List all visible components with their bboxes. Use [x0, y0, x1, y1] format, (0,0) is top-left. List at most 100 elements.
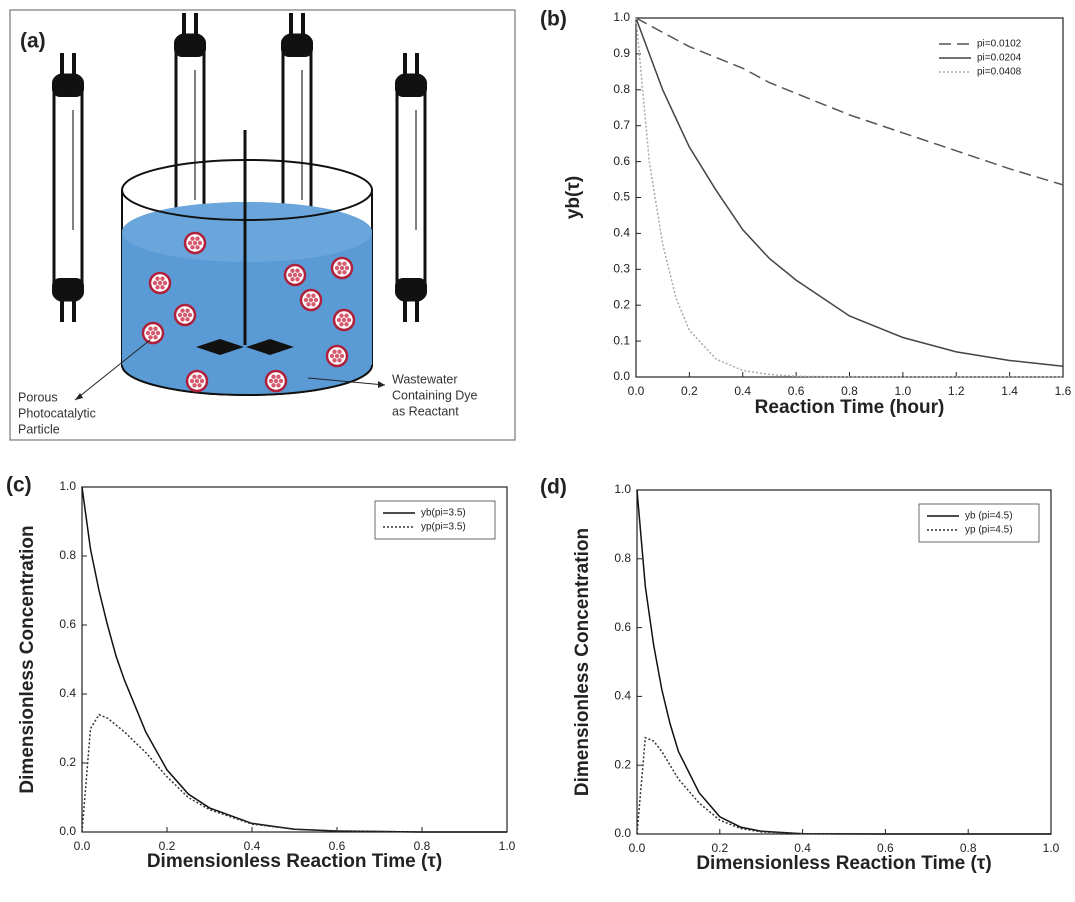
particle-pore — [306, 293, 311, 298]
lamp-cap — [395, 75, 427, 97]
arrow — [307, 377, 386, 386]
particle-pore — [276, 374, 281, 379]
y-tick-label: 0.2 — [59, 755, 76, 769]
particle-pore — [308, 297, 314, 303]
y-tick-label: 1.0 — [614, 482, 631, 496]
y-tick-label: 0.8 — [59, 548, 76, 562]
lamp-pin — [415, 53, 419, 77]
particle-pore — [148, 326, 153, 331]
particle-pore — [185, 317, 190, 322]
y-tick-label: 0.6 — [613, 154, 630, 168]
y-tick-label: 0.4 — [613, 226, 630, 240]
x-tick-label: 1.0 — [895, 384, 912, 398]
legend-label: pi=0.0204 — [977, 53, 1022, 64]
y-tick-label: 0.0 — [613, 369, 630, 383]
x-tick-label: 1.0 — [499, 839, 516, 853]
particle-pore — [339, 313, 344, 318]
arrow-head — [75, 393, 83, 400]
particle-pore — [306, 302, 311, 307]
particle-pore — [160, 276, 165, 281]
particle-pore — [190, 245, 195, 250]
particle-pore — [160, 285, 165, 290]
particle-pore — [155, 285, 160, 290]
lamp-pin — [301, 13, 305, 37]
panel-label: (b) — [540, 8, 567, 31]
particle-pore — [337, 349, 342, 354]
beaker-rim — [121, 159, 373, 221]
x-tick-label: 0.0 — [74, 839, 91, 853]
x-tick-label: 0.0 — [628, 384, 645, 398]
particle-pore — [346, 317, 352, 323]
y-tick-label: 0.6 — [59, 617, 76, 631]
lamp-cap — [52, 278, 84, 300]
legend-box — [374, 500, 496, 540]
arrow — [74, 339, 151, 401]
particle-pore — [155, 330, 161, 336]
x-tick-label: 0.2 — [711, 841, 728, 855]
legend-box — [918, 503, 1040, 543]
panel-label: (d) — [540, 476, 567, 499]
lamp-pin — [182, 13, 186, 37]
particle-pore — [334, 353, 340, 359]
particle-pore — [271, 374, 276, 379]
x-tick-label: 0.8 — [960, 841, 977, 855]
annotation: Containing Dye — [392, 388, 478, 402]
particle-pore — [332, 358, 337, 363]
particle-pore — [276, 383, 281, 388]
y-axis-label: yb(τ) — [563, 176, 584, 219]
y-axis-label: Dimensionless Concentration — [17, 525, 38, 793]
particle-pore — [182, 312, 188, 318]
y-tick-label: 0.4 — [59, 686, 76, 700]
legend-label: pi=0.0408 — [977, 67, 1022, 78]
y-tick-label: 0.6 — [614, 620, 631, 634]
particle-pore — [344, 313, 349, 318]
particle-pore — [313, 297, 319, 303]
particle-pore — [197, 374, 202, 379]
particle-pore — [189, 378, 195, 384]
particle-pore — [303, 297, 309, 303]
y-tick-label: 0.3 — [613, 261, 630, 275]
annotation: Particle — [18, 422, 60, 436]
x-tick-label: 0.4 — [734, 384, 751, 398]
particle-pore — [273, 378, 279, 384]
y-tick-label: 0.9 — [613, 46, 630, 60]
particle-pore — [290, 268, 295, 273]
lamp-pin — [403, 53, 407, 77]
annotation: Photocatalytic — [18, 406, 96, 420]
particle-pore — [287, 272, 293, 278]
y-axis-label: Dimensionless Concentration — [572, 528, 593, 796]
particle-pore — [153, 326, 158, 331]
particle-pore — [152, 280, 158, 286]
y-tick-label: 1.0 — [613, 10, 630, 24]
x-tick-label: 1.4 — [1001, 384, 1018, 398]
particle-pore — [145, 330, 151, 336]
series-line — [635, 17, 1064, 186]
particle-pore — [185, 308, 190, 313]
x-tick-label: 0.8 — [414, 839, 431, 853]
x-tick-label: 0.6 — [877, 841, 894, 855]
y-tick-label: 0.7 — [613, 118, 630, 132]
particle-pore — [344, 322, 349, 327]
particle-pore — [162, 280, 168, 286]
particle-pore — [157, 280, 163, 286]
y-tick-label: 0.2 — [613, 297, 630, 311]
lamp-pin — [60, 298, 64, 322]
particle-pore — [148, 335, 153, 340]
particle-pore — [180, 308, 185, 313]
particle-pore — [329, 353, 335, 359]
lamp-tube — [395, 73, 427, 302]
particles — [141, 231, 356, 393]
x-tick-label: 0.4 — [794, 841, 811, 855]
series-line — [636, 489, 1051, 835]
legend-label: yp(pi=3.5) — [421, 522, 466, 533]
x-axis-label: Dimensionless Reaction Time (τ) — [147, 851, 442, 872]
particle-pore — [187, 240, 193, 246]
particle-pore — [311, 302, 316, 307]
particle-pore — [197, 240, 203, 246]
beaker-bottom — [121, 364, 373, 396]
particle-pore — [197, 383, 202, 388]
lamp-pin — [194, 13, 198, 37]
diagram: (a) Porous Photocatalytic Particle Waste… — [9, 9, 516, 441]
annotation: Wastewater — [392, 372, 458, 386]
